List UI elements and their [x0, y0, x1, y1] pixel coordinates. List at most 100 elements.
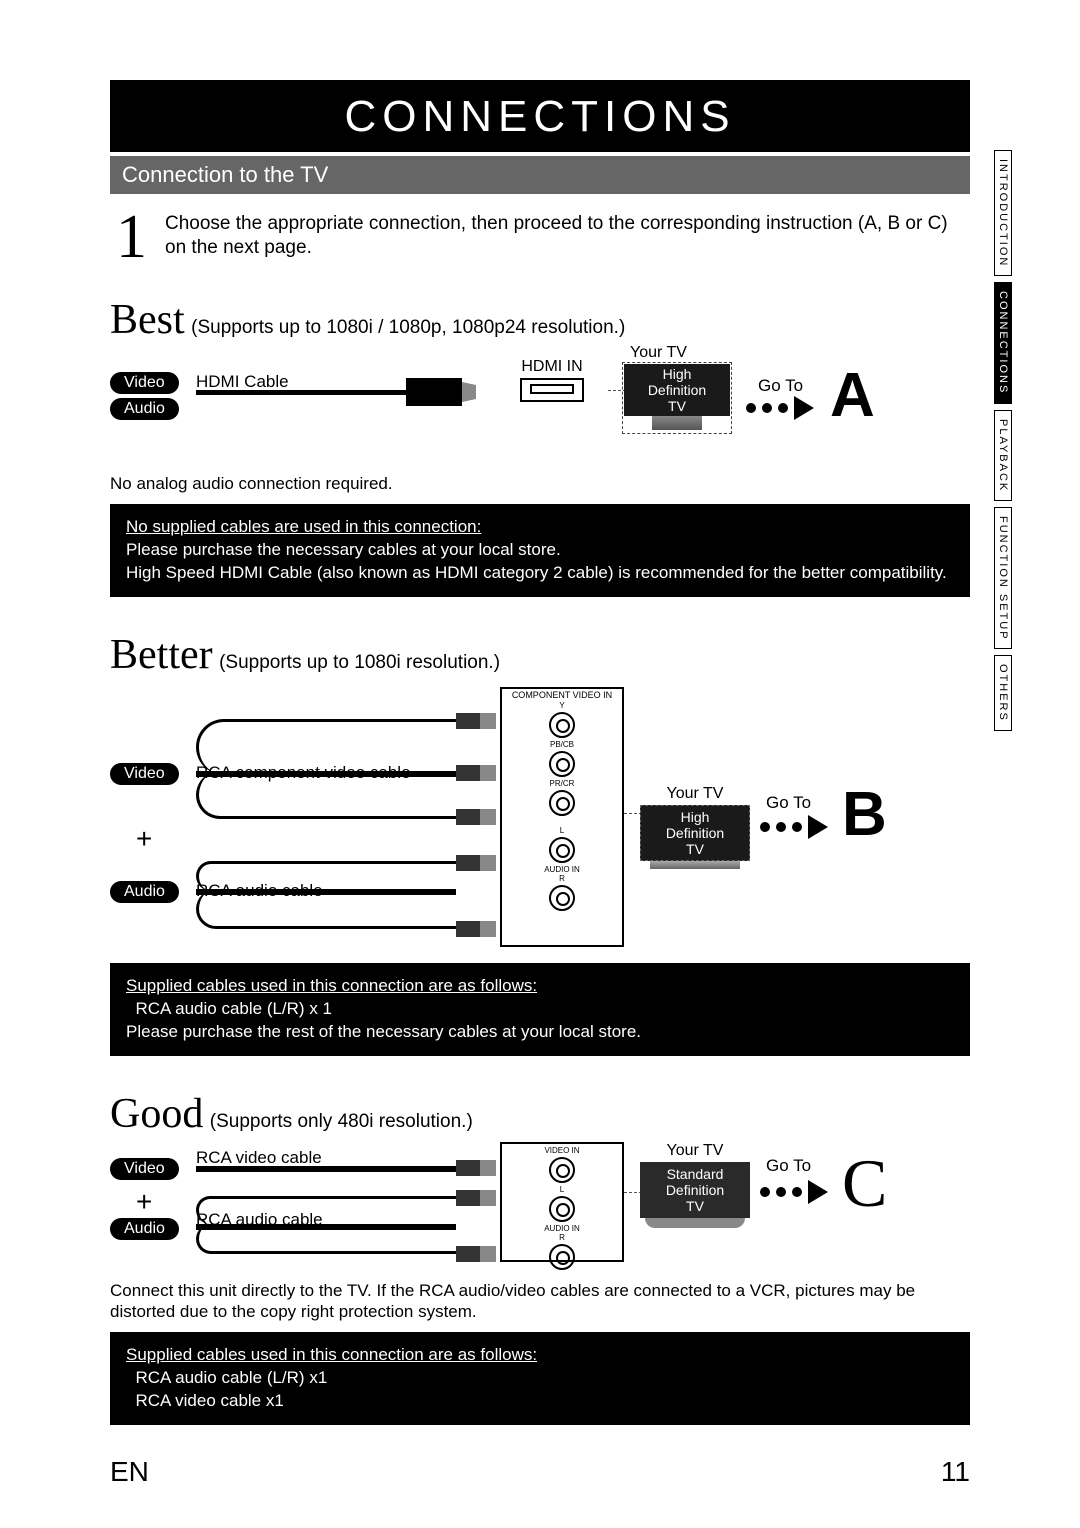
hdmi-port-icon — [520, 378, 584, 402]
best-note: No analog audio connection required. — [110, 474, 970, 494]
goto-label: Go To — [766, 793, 811, 813]
better-header: Better (Supports up to 1080i resolution.… — [110, 631, 970, 679]
tv-base-icon — [645, 1218, 745, 1228]
better-box: Supplied cables used in this connection … — [110, 963, 970, 1056]
video-pill: Video — [110, 372, 179, 394]
better-desc: (Supports up to 1080i resolution.) — [219, 652, 500, 673]
good-box-u: Supplied cables used in this connection … — [126, 1345, 537, 1364]
rca-panel: VIDEO IN L AUDIO IN R — [500, 1142, 624, 1262]
rca-jack-icon — [549, 837, 575, 863]
better-label: Better — [110, 632, 213, 678]
step-number: 1 — [116, 206, 147, 268]
page: CONNECTIONS Connection to the TV 1 Choos… — [110, 80, 970, 1425]
good-box-l1: RCA audio cable (L/R) x1 — [135, 1368, 327, 1387]
tab-function-setup[interactable]: FUNCTION SETUP — [994, 507, 1012, 650]
jack-label: R — [502, 874, 622, 883]
cable-curve — [196, 719, 456, 775]
rca-video-label: RCA video cable — [196, 1148, 322, 1168]
hdmi-in-port: HDMI IN — [496, 358, 608, 402]
rca-jack-icon — [549, 751, 575, 777]
good-box: Supplied cables used in this connection … — [110, 1332, 970, 1425]
letter-a: A — [830, 360, 875, 431]
goto-label: Go To — [766, 1156, 811, 1176]
good-diagram: Video RCA video cable + Audio RCA audio … — [110, 1152, 970, 1272]
jack-label: PB/CB — [502, 740, 622, 749]
best-box: No supplied cables are used in this conn… — [110, 504, 970, 597]
section-header: Connection to the TV — [110, 156, 970, 194]
rca-plug-icon — [456, 855, 496, 871]
rca-panel: COMPONENT VIDEO IN Y PB/CB PR/CR L AUDIO… — [500, 687, 624, 947]
rca-plug-icon — [456, 1246, 496, 1262]
video-pill: Video — [110, 1158, 179, 1180]
tab-connections[interactable]: CONNECTIONS — [994, 282, 1012, 403]
audio-pill: Audio — [110, 398, 179, 420]
better-diagram: Video RCA component video cable + Audio … — [110, 693, 970, 953]
good-header: Good (Supports only 480i resolution.) — [110, 1090, 970, 1138]
rca-plug-icon — [456, 1190, 496, 1206]
best-box-l1: Please purchase the necessary cables at … — [126, 540, 561, 559]
cable-curve — [196, 1196, 456, 1224]
tv-line1: High — [624, 366, 730, 382]
better-box-l2: Please purchase the rest of the necessar… — [126, 1022, 641, 1041]
jack-label: Y — [502, 701, 622, 710]
best-box-l2: High Speed HDMI Cable (also known as HDM… — [126, 563, 947, 582]
hdmi-cable-label: HDMI Cable — [196, 372, 289, 392]
rca-jack-icon — [549, 1244, 575, 1270]
tab-playback[interactable]: PLAYBACK — [994, 410, 1012, 501]
rca-plug-icon — [456, 809, 496, 825]
arrow-icon — [760, 1180, 828, 1204]
side-tabs: INTRODUCTION CONNECTIONS PLAYBACK FUNCTI… — [994, 150, 1022, 737]
tv-line1: Standard — [640, 1166, 750, 1182]
rca-jack-icon — [549, 1157, 575, 1183]
your-tv-label: Your TV — [640, 1142, 750, 1160]
best-header: Best (Supports up to 1080i / 1080p, 1080… — [110, 296, 970, 344]
jack-label: VIDEO IN — [502, 1146, 622, 1155]
tv-line3: TV — [624, 398, 730, 414]
tv-c: Your TV Standard Definition TV — [640, 1142, 750, 1228]
arrow-icon — [746, 396, 814, 420]
plus-icon: + — [136, 1186, 152, 1218]
hdmi-plug-icon — [406, 378, 462, 406]
tv-b: Your TV High Definition TV — [640, 785, 750, 869]
good-desc: (Supports only 480i resolution.) — [210, 1111, 473, 1132]
jack-label: L — [502, 826, 622, 835]
plus-icon: + — [136, 823, 152, 855]
tab-introduction[interactable]: INTRODUCTION — [994, 150, 1012, 276]
good-box-l2: RCA video cable x1 — [135, 1391, 283, 1410]
best-diagram: Video Audio HDMI Cable HDMI IN Your TV H… — [110, 358, 970, 468]
audio-pill: Audio — [110, 1218, 179, 1240]
rca-jack-icon — [549, 885, 575, 911]
tv-line2: Definition — [641, 825, 749, 841]
tv-stand-icon — [652, 416, 702, 430]
footer-page: 11 — [941, 1456, 970, 1488]
tv-line3: TV — [640, 1198, 750, 1214]
video-pill: Video — [110, 763, 179, 785]
cable-curve — [196, 861, 456, 891]
panel-title: COMPONENT VIDEO IN — [502, 691, 622, 701]
your-tv-label: Your TV — [630, 344, 687, 362]
better-box-l1: RCA audio cable (L/R) x 1 — [135, 999, 332, 1018]
jack-label: R — [502, 1233, 622, 1242]
tv-screen: Standard Definition TV — [640, 1162, 750, 1218]
cable-curve — [196, 771, 456, 819]
best-desc: (Supports up to 1080i / 1080p, 1080p24 r… — [191, 317, 625, 338]
rca-plug-icon — [456, 713, 496, 729]
jack-label: L — [502, 1185, 622, 1194]
footer-lang: EN — [110, 1456, 149, 1488]
your-tv-label: Your TV — [640, 785, 750, 803]
rca-jack-icon — [549, 790, 575, 816]
jack-label: PR/CR — [502, 779, 622, 788]
step-row: 1 Choose the appropriate connection, the… — [110, 206, 970, 268]
tab-others[interactable]: OTHERS — [994, 655, 1012, 731]
jack-label: AUDIO IN — [502, 865, 622, 874]
step-text: Choose the appropriate connection, then … — [165, 206, 970, 260]
audio-pill: Audio — [110, 881, 179, 903]
tv-line1: High — [641, 809, 749, 825]
letter-b: B — [842, 779, 887, 850]
rca-plug-icon — [456, 921, 496, 937]
rca-plug-icon — [456, 765, 496, 781]
cable-curve — [196, 1224, 456, 1254]
best-box-u: No supplied cables are used in this conn… — [126, 517, 481, 536]
better-box-u: Supplied cables used in this connection … — [126, 976, 537, 995]
footer: EN 11 — [110, 1456, 970, 1488]
